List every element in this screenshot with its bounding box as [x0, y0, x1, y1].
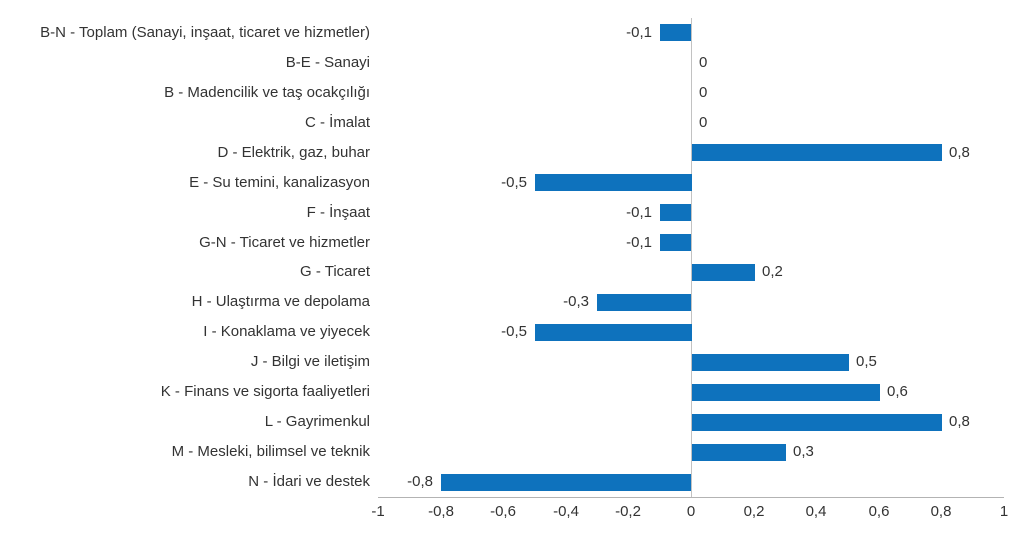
x-tick-label: 0,4	[805, 503, 827, 520]
category-label: H - Ulaştırma ve depolama	[191, 293, 370, 310]
x-tick-label: 0,8	[930, 503, 952, 520]
value-label: -0,1	[626, 24, 652, 41]
bar	[692, 354, 849, 371]
category-label: I - Konaklama ve yiyecek	[203, 323, 370, 340]
value-label: -0,3	[563, 293, 589, 310]
category-label: K - Finans ve sigorta faaliyetleri	[160, 383, 370, 400]
x-tick-label: 0,2	[743, 503, 765, 520]
category-label: B-E - Sanayi	[285, 54, 370, 71]
category-label: E - Su temini, kanalizasyon	[189, 174, 370, 191]
category-label: G - Ticaret	[299, 263, 370, 280]
value-label: 0,5	[856, 353, 877, 370]
value-label: 0	[699, 84, 708, 101]
category-labels: B-N - Toplam (Sanayi, inşaat, ticaret ve…	[0, 18, 378, 497]
bar	[535, 174, 692, 191]
category-label: D - Elektrik, gaz, buhar	[217, 144, 370, 161]
category-label: N - İdari ve destek	[248, 473, 370, 490]
x-tick-label: -0,2	[615, 503, 641, 520]
category-label: F - İnşaat	[306, 204, 370, 221]
bar	[692, 384, 880, 401]
value-label: -0,8	[407, 473, 433, 490]
bar	[660, 24, 691, 41]
value-label: 0,8	[949, 413, 970, 430]
bar	[692, 414, 942, 431]
value-label: 0,2	[762, 263, 783, 280]
value-label: -0,5	[501, 323, 527, 340]
bar	[692, 144, 942, 161]
x-tick-label: 0	[686, 503, 696, 520]
bar	[692, 264, 755, 281]
value-label: 0,3	[793, 443, 814, 460]
x-tick-label: -0,4	[553, 503, 579, 520]
x-tick-label: 0,6	[868, 503, 890, 520]
bar	[660, 204, 691, 221]
category-label: L - Gayrimenkul	[264, 413, 370, 430]
zero-axis-line	[691, 18, 692, 497]
plot-area: -0,1 0 0 0 0,8 -0,5 -0,1 -0,1 0,2 -0,3 -0,5 0,5 0,6 0…	[378, 18, 1004, 498]
x-tick-label: -0,8	[428, 503, 454, 520]
category-label: J - Bilgi ve iletişim	[250, 353, 370, 370]
bar	[692, 444, 786, 461]
category-label: G-N - Ticaret ve hizmetler	[199, 234, 370, 251]
value-label: -0,1	[626, 204, 652, 221]
x-axis-tick-labels: -1 -0,8 -0,6 -0,4 -0,2 0 0,2 0,4 0,6 0,8 1	[371, 503, 1008, 523]
value-label: 0	[699, 54, 708, 71]
bar	[441, 474, 691, 491]
category-label: C - İmalat	[304, 114, 370, 131]
bar	[660, 234, 691, 251]
bar	[535, 324, 692, 341]
value-label: 0,8	[949, 144, 970, 161]
x-tick-label: -0,6	[490, 503, 516, 520]
value-label: 0,6	[887, 383, 908, 400]
value-label: 0	[699, 114, 708, 131]
value-label: -0,1	[626, 234, 652, 251]
category-label: B-N - Toplam (Sanayi, inşaat, ticaret ve…	[40, 24, 370, 41]
bar	[597, 294, 691, 311]
x-tick-label: 1	[999, 503, 1009, 520]
category-label: M - Mesleki, bilimsel ve teknik	[171, 443, 370, 460]
x-tick-label: -1	[371, 503, 385, 520]
category-label: B - Madencilik ve taş ocakçılığı	[164, 84, 370, 101]
value-label: -0,5	[501, 174, 527, 191]
